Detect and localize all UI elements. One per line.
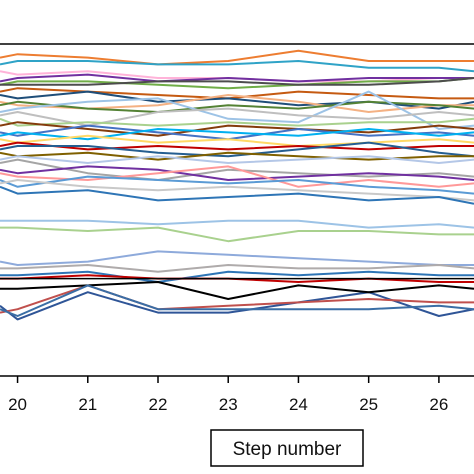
x-tick-label-26: 26 [429, 395, 448, 414]
series-line-6 [0, 77, 474, 86]
series-line-1 [0, 49, 474, 66]
series-line-22 [0, 158, 474, 181]
series-line-2 [0, 60, 474, 73]
x-tick-label-20: 20 [8, 395, 27, 414]
series-line-12 [0, 107, 474, 127]
series-line-17 [0, 134, 474, 147]
series-line-30 [0, 250, 474, 266]
x-tick-label-23: 23 [219, 395, 238, 414]
x-axis: 20 21 22 23 24 25 26 [0, 375, 474, 414]
series-line-25 [0, 175, 474, 195]
series-line-37 [0, 284, 474, 317]
x-tick-label-25: 25 [359, 395, 378, 414]
series-line-14 [0, 121, 474, 137]
series-line-4 [0, 73, 474, 83]
series-line-11 [0, 90, 474, 130]
series-line-35 [0, 284, 474, 314]
series-line-23 [0, 165, 474, 181]
x-axis-title-box [210, 429, 364, 467]
series-line-10 [0, 100, 474, 113]
series-line-32 [0, 270, 474, 283]
series-line-29 [0, 226, 474, 243]
x-tick-label-24: 24 [289, 395, 308, 414]
x-axis-title-group: Step number [210, 429, 364, 467]
x-axis-title: Step number [233, 439, 342, 460]
series-line-18 [0, 141, 474, 151]
series-line-19 [0, 141, 474, 158]
series-line-27 [0, 185, 474, 205]
series-line-5 [0, 77, 474, 90]
series-line-28 [0, 219, 474, 229]
series-layer [0, 49, 474, 321]
series-line-26 [0, 179, 474, 202]
series-line-8 [0, 90, 474, 110]
x-tick-label-22: 22 [149, 395, 168, 414]
reference-lines [0, 43, 474, 280]
series-line-31 [0, 264, 474, 273]
x-tick-label-21: 21 [78, 395, 97, 414]
series-line-21 [0, 155, 474, 164]
series-line-16 [0, 128, 474, 141]
series-line-36 [0, 281, 474, 300]
series-line-20 [0, 151, 474, 161]
series-line-34 [0, 291, 474, 321]
series-line-24 [0, 165, 474, 188]
